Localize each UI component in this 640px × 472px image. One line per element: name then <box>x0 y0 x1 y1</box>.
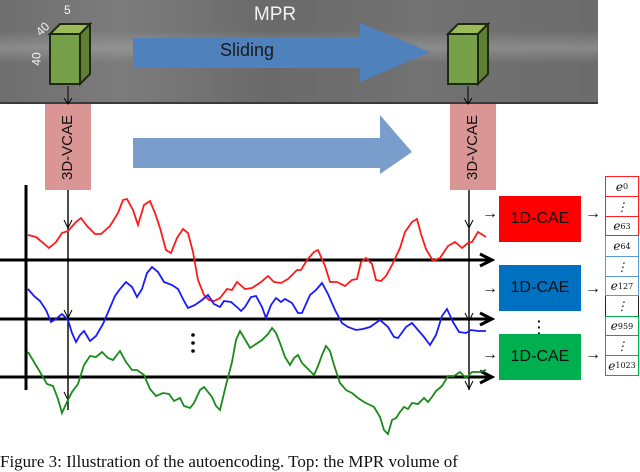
arrow-from-cae-green: → <box>585 346 601 363</box>
mpr-title: MPR <box>253 4 297 25</box>
right-patch-cube-icon <box>445 21 491 87</box>
code-cell-e959: e 959 <box>605 316 639 336</box>
cae-block-green: 1D-CAE <box>499 334 581 380</box>
feature-sliding-arrow-icon <box>133 115 412 174</box>
code-cell-e63: e 63 <box>605 216 639 236</box>
arrow-from-cae-red: → <box>585 205 601 222</box>
green-latent-curve <box>27 326 487 436</box>
code-cell-e64: e 64 <box>605 236 639 256</box>
arrow-to-cae-blue: → <box>482 280 498 297</box>
arrow-to-cae-green: → <box>482 346 498 363</box>
vcae-left-block: 3D-VCAE <box>45 104 91 190</box>
left-patch-cube-icon <box>47 21 93 87</box>
cae-red-label: 1D-CAE <box>510 210 570 227</box>
blue-latent-curve <box>27 265 486 347</box>
vcae-right-block: 3D-VCAE <box>450 104 496 190</box>
code-cell-gap-ellipsis: ⋮ <box>605 296 639 316</box>
code-cell-green-ellipsis: ⋮ <box>605 336 639 356</box>
cae-block-blue: 1D-CAE <box>499 265 581 311</box>
red-latent-curve <box>27 197 487 302</box>
figure-caption: Figure 3: Illustration of the autoencodi… <box>0 452 458 471</box>
sliding-label: Sliding <box>220 40 275 60</box>
cae-ellipsis: · · · <box>537 313 542 341</box>
code-cell-blue-ellipsis: ⋮ <box>605 256 639 276</box>
cae-blue-label: 1D-CAE <box>510 279 570 296</box>
cae-green-label: 1D-CAE <box>510 348 570 365</box>
code-cell-e127: e 127 <box>605 276 639 296</box>
sliding-arrow-icon <box>133 23 430 82</box>
code-cell-red-ellipsis: ⋮ <box>605 196 639 216</box>
arrow-from-cae-blue: → <box>585 280 601 297</box>
code-cell-e1023: e 1023 <box>605 356 639 376</box>
cae-block-red: 1D-CAE <box>499 196 581 242</box>
cube-depth-label: 5 <box>64 3 71 17</box>
arrow-to-cae-red: → <box>482 205 498 222</box>
